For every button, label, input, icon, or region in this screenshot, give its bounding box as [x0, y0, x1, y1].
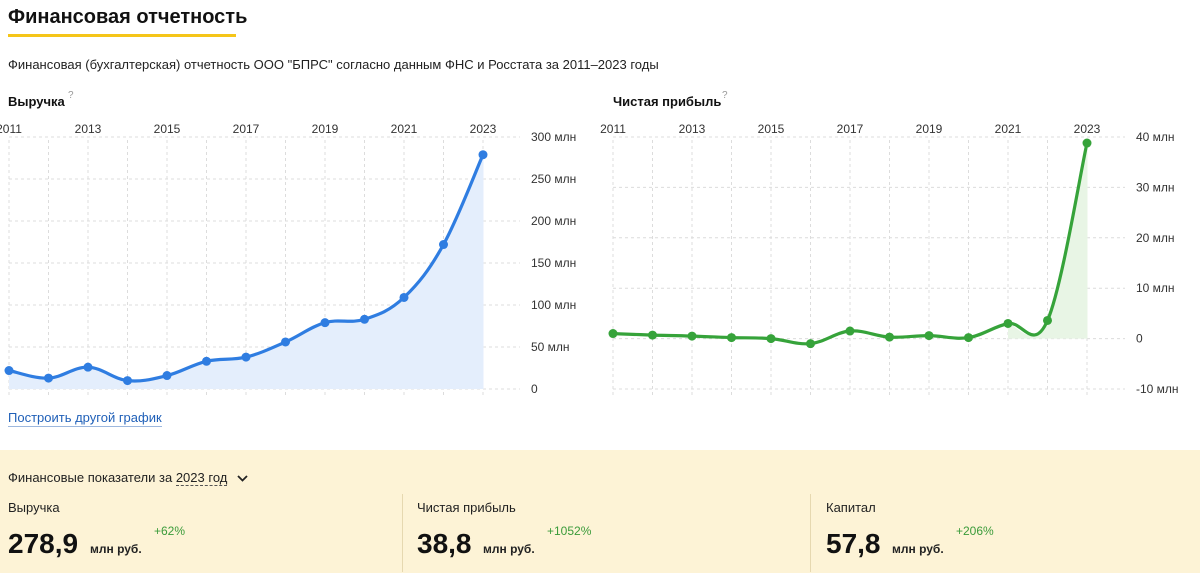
revenue-x-tick-label: 2011 — [0, 122, 22, 136]
revenue-y-tick-label: 250 млн — [531, 172, 576, 186]
profit-x-tick-label: 2021 — [995, 122, 1022, 136]
revenue-data-point-2018[interactable] — [281, 337, 290, 347]
revenue-data-point-2016[interactable] — [202, 356, 211, 366]
metric-change: +1052% — [547, 524, 592, 538]
metric-change: +206% — [956, 524, 994, 538]
metric-unit: млн руб. — [483, 542, 535, 556]
revenue-x-tick-label: 2013 — [75, 122, 102, 136]
profit-chart-title: Чистая прибыль — [613, 94, 722, 109]
profit-y-tick-label: -10 млн — [1136, 382, 1179, 396]
metric-capital: Капитал 57,8 млн руб. +206% — [826, 498, 1186, 568]
profit-data-point-2021[interactable] — [1003, 318, 1013, 328]
revenue-data-point-2023[interactable] — [478, 150, 488, 160]
metric-net-profit: Чистая прибыль 38,8 млн руб. +1052% — [417, 498, 797, 568]
profit-area-fill — [1008, 143, 1087, 339]
revenue-data-point-2019[interactable] — [320, 318, 330, 328]
profit-y-tick-label: 20 млн — [1136, 231, 1175, 245]
financial-summary-panel: Финансовые показатели за 2023 год Выручк… — [0, 450, 1200, 573]
revenue-data-point-2022[interactable] — [439, 240, 448, 250]
revenue-data-point-2015[interactable] — [162, 371, 172, 381]
revenue-data-point-2020[interactable] — [360, 314, 369, 324]
profit-data-point-2016[interactable] — [806, 339, 815, 349]
revenue-data-point-2021[interactable] — [399, 292, 409, 302]
profit-data-point-2020[interactable] — [964, 333, 973, 343]
revenue-data-point-2013[interactable] — [83, 362, 93, 372]
profit-data-point-2012[interactable] — [648, 330, 657, 340]
section-subtitle: Финансовая (бухгалтерская) отчетность ОО… — [8, 57, 659, 72]
profit-x-tick-label: 2017 — [837, 122, 864, 136]
metric-divider — [402, 494, 403, 572]
year-selector[interactable]: 2023 год — [175, 470, 228, 486]
revenue-data-point-2014[interactable] — [123, 376, 132, 386]
profit-data-point-2017[interactable] — [845, 326, 855, 336]
profit-x-tick-label: 2015 — [758, 122, 785, 136]
profit-x-tick-label: 2019 — [916, 122, 943, 136]
revenue-y-tick-label: 100 млн — [531, 298, 576, 312]
metric-divider — [810, 494, 811, 572]
title-underline — [8, 34, 236, 37]
metric-label: Выручка — [8, 500, 60, 515]
revenue-y-tick-label: 150 млн — [531, 256, 576, 270]
metric-value: 278,9 — [8, 528, 79, 559]
revenue-x-tick-label: 2023 — [470, 122, 497, 136]
revenue-y-tick-label: 0 — [531, 382, 538, 396]
profit-data-point-2022[interactable] — [1043, 315, 1052, 325]
revenue-y-tick-label: 300 млн — [531, 130, 576, 144]
profit-x-tick-label: 2023 — [1074, 122, 1101, 136]
revenue-chart-title: Выручка — [8, 94, 65, 109]
metric-unit: млн руб. — [90, 542, 142, 556]
profit-chart: -10 млн 0 10 млн 20 млн 30 млн 40 млн 2011 2013… — [600, 122, 1179, 396]
profit-data-point-2019[interactable] — [924, 331, 934, 341]
revenue-data-point-2011[interactable] — [4, 366, 14, 376]
metric-value: 57,8 — [826, 528, 881, 559]
metric-revenue: Выручка 278,9 млн руб. +62% — [8, 498, 388, 568]
section-title: Финансовая отчетность — [8, 6, 248, 28]
revenue-x-tick-label: 2019 — [312, 122, 339, 136]
revenue-x-tick-label: 2017 — [233, 122, 260, 136]
metric-unit: млн руб. — [892, 542, 944, 556]
profit-data-point-2013[interactable] — [687, 331, 697, 341]
revenue-data-point-2017[interactable] — [241, 352, 251, 362]
panel-header-label: Финансовые показатели за — [8, 470, 173, 485]
metric-label: Капитал — [826, 500, 876, 515]
profit-x-tick-label: 2013 — [679, 122, 706, 136]
profit-data-point-2014[interactable] — [727, 333, 736, 343]
profit-x-tick-label: 2011 — [600, 122, 626, 136]
build-other-chart-link[interactable]: Построить другой график — [8, 410, 162, 427]
profit-y-tick-label: 30 млн — [1136, 180, 1175, 194]
revenue-help-icon[interactable]: ? — [68, 90, 74, 101]
revenue-area-fill — [9, 154, 483, 389]
profit-y-tick-label: 40 млн — [1136, 130, 1175, 144]
profit-help-icon[interactable]: ? — [722, 90, 728, 101]
metric-value: 38,8 — [417, 528, 472, 559]
profit-data-point-2011[interactable] — [608, 329, 618, 339]
revenue-chart: 0 50 млн 100 млн 150 млн 200 млн 250 млн 300 м… — [0, 122, 576, 396]
metric-change: +62% — [154, 524, 186, 538]
chevron-down-icon[interactable] — [237, 474, 248, 485]
profit-y-tick-label: 10 млн — [1136, 281, 1175, 295]
metric-label: Чистая прибыль — [417, 500, 516, 515]
panel-header: Финансовые показатели за 2023 год — [8, 470, 248, 486]
revenue-data-point-2012[interactable] — [44, 373, 53, 383]
revenue-x-tick-label: 2015 — [154, 122, 181, 136]
profit-y-tick-label: 0 — [1136, 332, 1143, 346]
revenue-y-tick-label: 50 млн — [531, 340, 570, 354]
profit-data-point-2015[interactable] — [766, 334, 776, 344]
profit-data-point-2023[interactable] — [1082, 138, 1092, 148]
profit-data-point-2018[interactable] — [885, 332, 894, 342]
revenue-y-tick-label: 200 млн — [531, 214, 576, 228]
revenue-x-tick-label: 2021 — [391, 122, 418, 136]
